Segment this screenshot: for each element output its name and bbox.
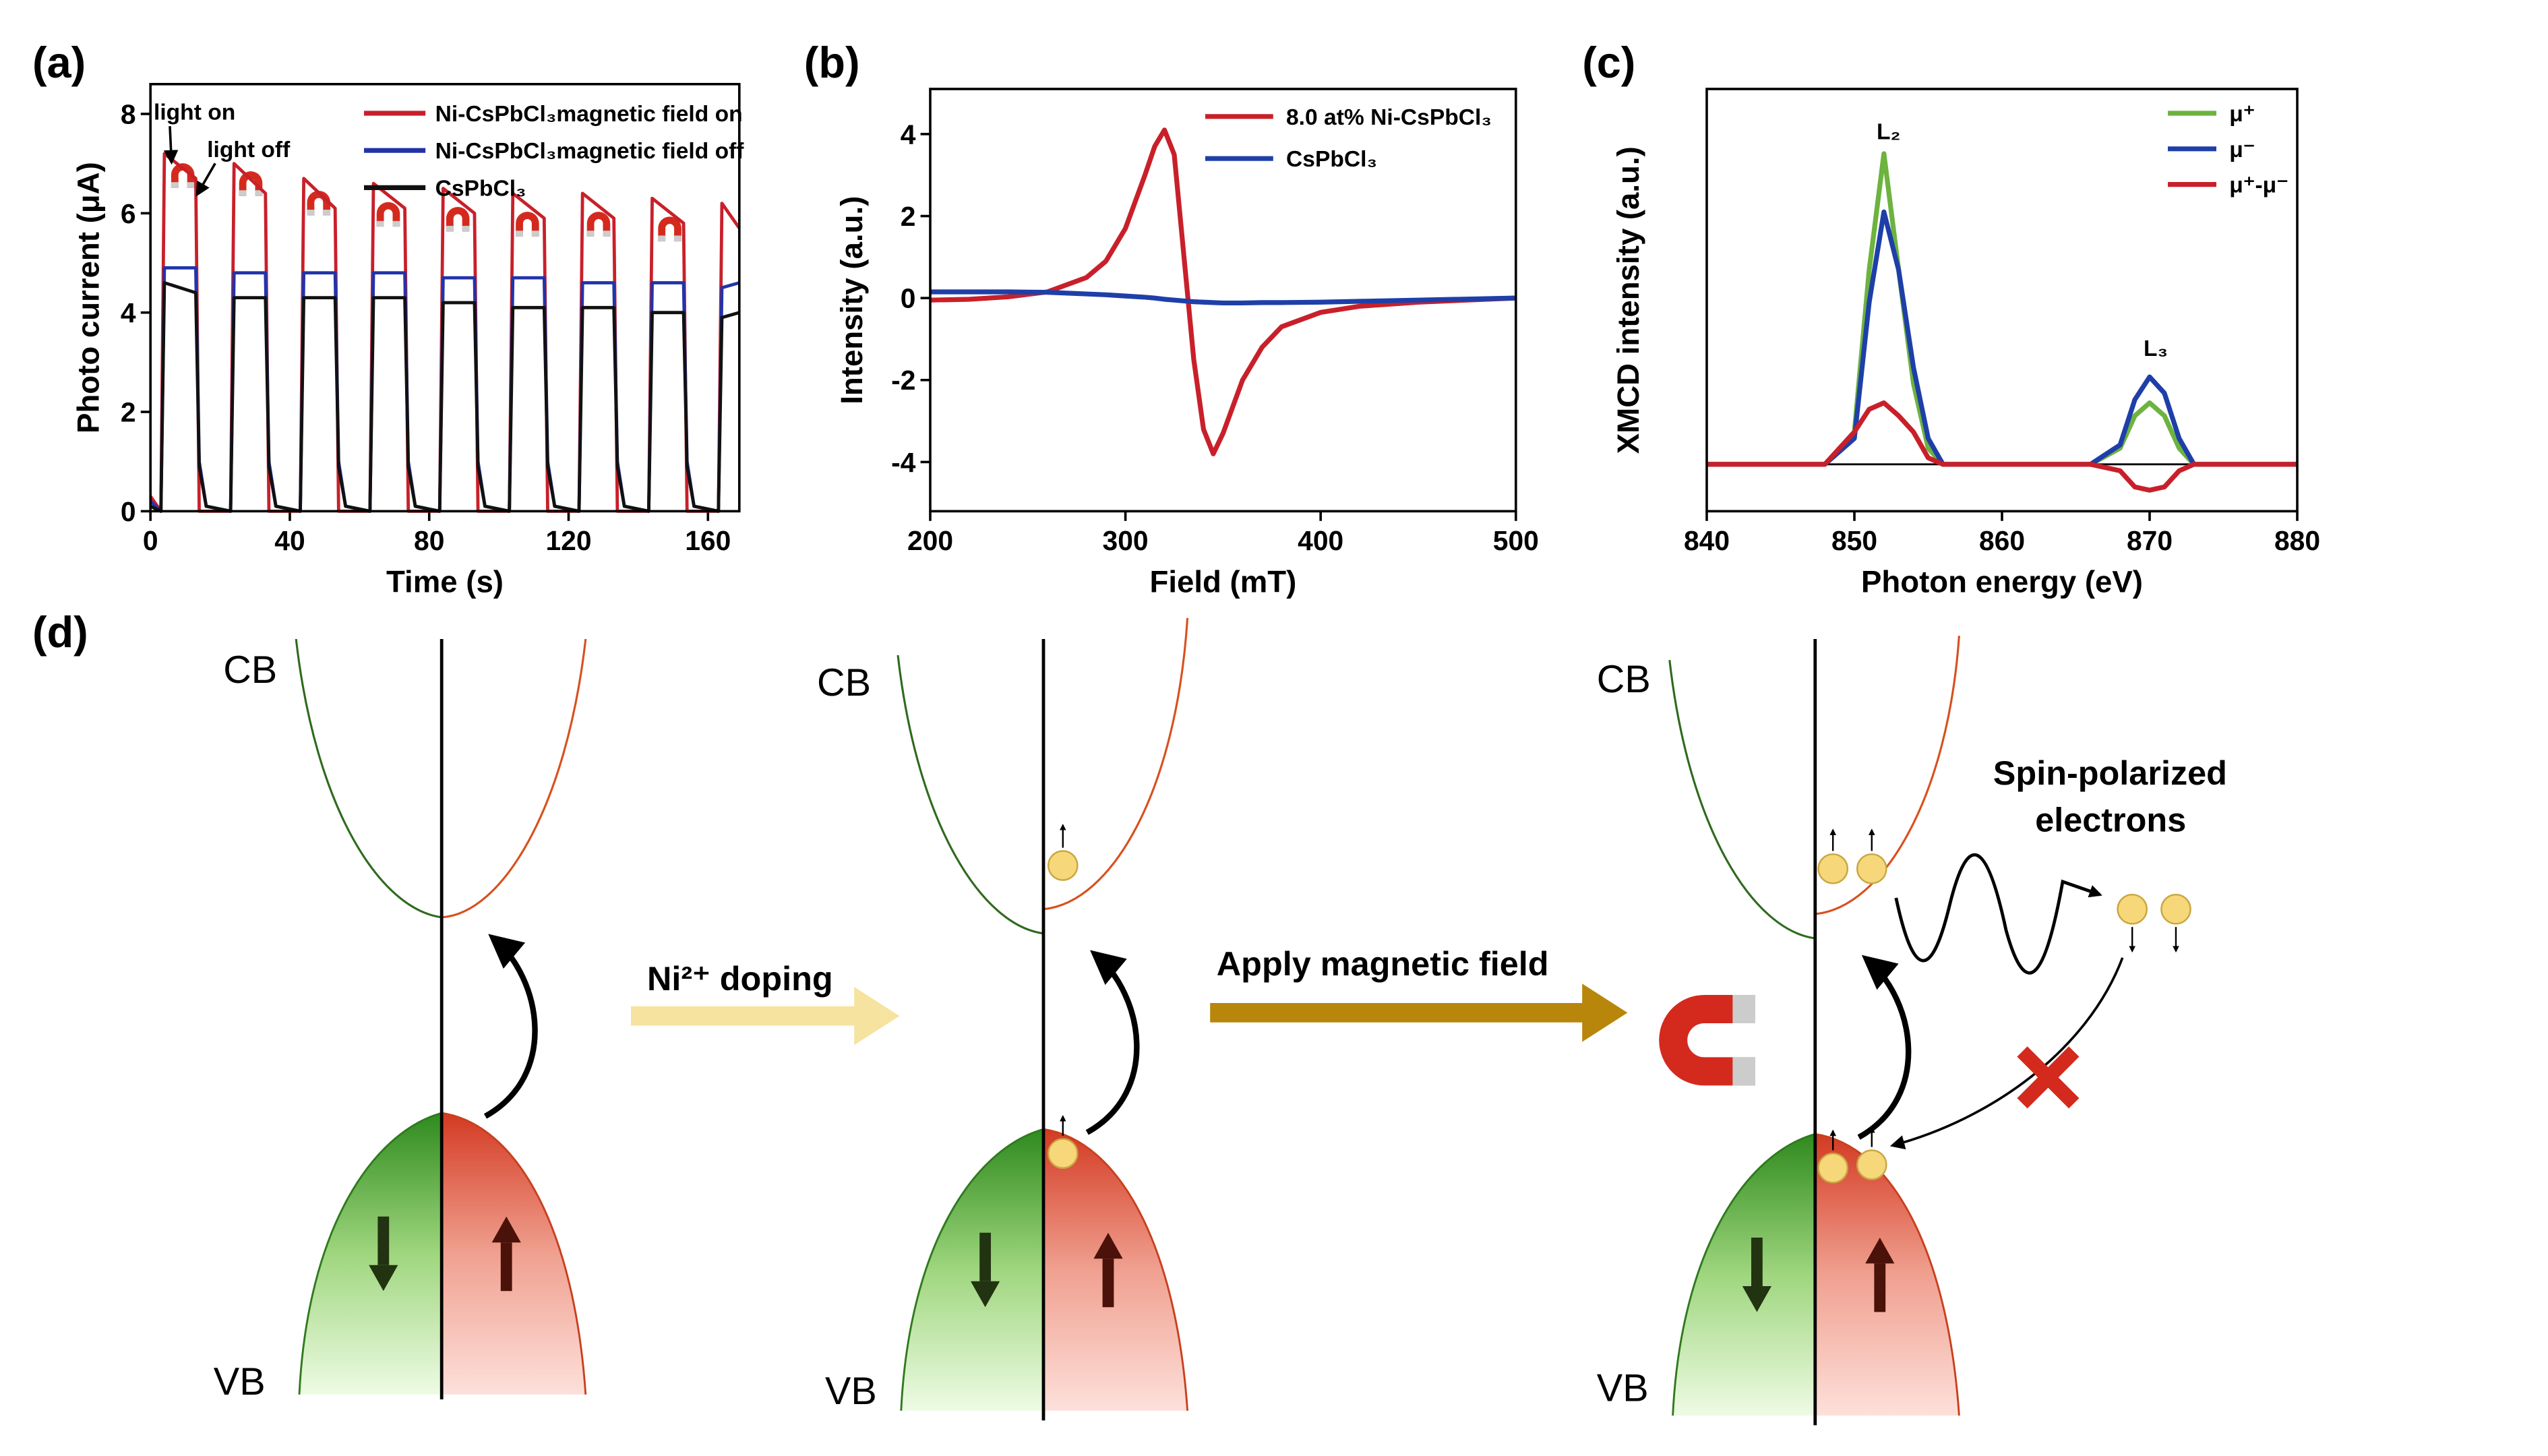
x-tick-label: 500 <box>1493 525 1539 556</box>
cb-label: CB <box>223 648 277 692</box>
y-tick-label: -4 <box>891 447 916 478</box>
panel-label: (d) <box>32 607 88 657</box>
x-tick-label: 850 <box>1831 525 1877 556</box>
x-tick-label: 40 <box>274 525 305 556</box>
y-axis-label: Intensity (a.u.) <box>835 196 869 404</box>
x-axis-label: Field (mT) <box>1149 564 1296 599</box>
legend-label: 8.0 at% Ni-CsPbCl₃ <box>1286 105 1492 130</box>
annotation: L₃ <box>2144 336 2168 361</box>
y-axis-label: XMCD intensity (a.u.) <box>1611 146 1645 454</box>
series-line <box>150 281 740 513</box>
y-tick-label: 2 <box>901 201 916 232</box>
x-tick-label: 860 <box>1979 525 2025 556</box>
band-diagram-3 <box>1670 636 1960 1426</box>
panel-label: (c) <box>1582 38 1635 87</box>
legend-label: μ⁺-μ⁻ <box>2229 173 2288 198</box>
x-tick-label: 80 <box>414 525 444 556</box>
x-axis-label: Time (s) <box>386 564 504 599</box>
y-tick-label: 2 <box>121 396 136 427</box>
x-tick-label: 200 <box>907 525 953 556</box>
plot-frame <box>929 88 1517 513</box>
x-tick-label: 870 <box>2127 525 2173 556</box>
plot-frame <box>149 82 741 513</box>
legend-label: μ⁻ <box>2229 138 2255 162</box>
band-diagram-1 <box>296 639 586 1399</box>
panel-label: (a) <box>32 38 86 87</box>
spin-label: Spin-polarized <box>1993 754 2227 792</box>
x-tick-label: 400 <box>1298 525 1343 556</box>
spin-label: electrons <box>2035 801 2186 839</box>
legend-label: Ni-CsPbCl₃magnetic field off <box>435 139 745 164</box>
y-tick-label: 0 <box>121 496 136 527</box>
legend-label: Ni-CsPbCl₃magnetic field on <box>435 102 743 127</box>
series-line <box>1707 151 2297 467</box>
step-label: Ni²⁺ doping <box>647 959 833 998</box>
vb-label: VB <box>214 1360 266 1403</box>
series-line <box>1707 209 2297 467</box>
legend-label: CsPbCl₃ <box>435 176 526 201</box>
step-label: Apply magnetic field <box>1217 944 1549 983</box>
band-diagram-2 <box>898 617 1188 1421</box>
cb-label: CB <box>817 661 871 704</box>
annotation-arrow <box>195 162 216 197</box>
x-tick-label: 160 <box>685 525 731 556</box>
vb-label: VB <box>825 1370 877 1413</box>
y-tick-label: 0 <box>901 283 916 314</box>
diagram-extras <box>631 853 2191 1150</box>
cb-label: CB <box>1597 658 1651 701</box>
x-axis-label: Photon energy (eV) <box>1861 564 2143 599</box>
annotation: light off <box>207 138 291 162</box>
y-tick-label: 8 <box>121 98 136 129</box>
x-tick-label: 840 <box>1684 525 1730 556</box>
annotation-arrow <box>163 126 179 165</box>
series-line <box>930 289 1516 306</box>
x-tick-label: 300 <box>1103 525 1149 556</box>
series-line <box>1707 400 2297 493</box>
annotation: light on <box>154 100 235 125</box>
x-tick-label: 120 <box>545 525 591 556</box>
legend-label: μ⁺ <box>2229 102 2255 127</box>
y-tick-label: 4 <box>121 297 136 328</box>
y-axis-label: Photo current (μA) <box>71 162 105 433</box>
x-tick-label: 880 <box>2274 525 2320 556</box>
y-tick-label: 6 <box>121 198 136 229</box>
series-line <box>930 127 1516 456</box>
y-tick-label: 4 <box>901 119 916 150</box>
legend-label: CsPbCl₃ <box>1286 147 1377 172</box>
plot-frame <box>1705 88 2299 513</box>
panel-label: (b) <box>804 38 860 87</box>
y-tick-label: -2 <box>891 365 915 396</box>
vb-label: VB <box>1597 1366 1649 1409</box>
annotation: L₂ <box>1877 119 1900 144</box>
x-tick-label: 0 <box>143 525 158 556</box>
